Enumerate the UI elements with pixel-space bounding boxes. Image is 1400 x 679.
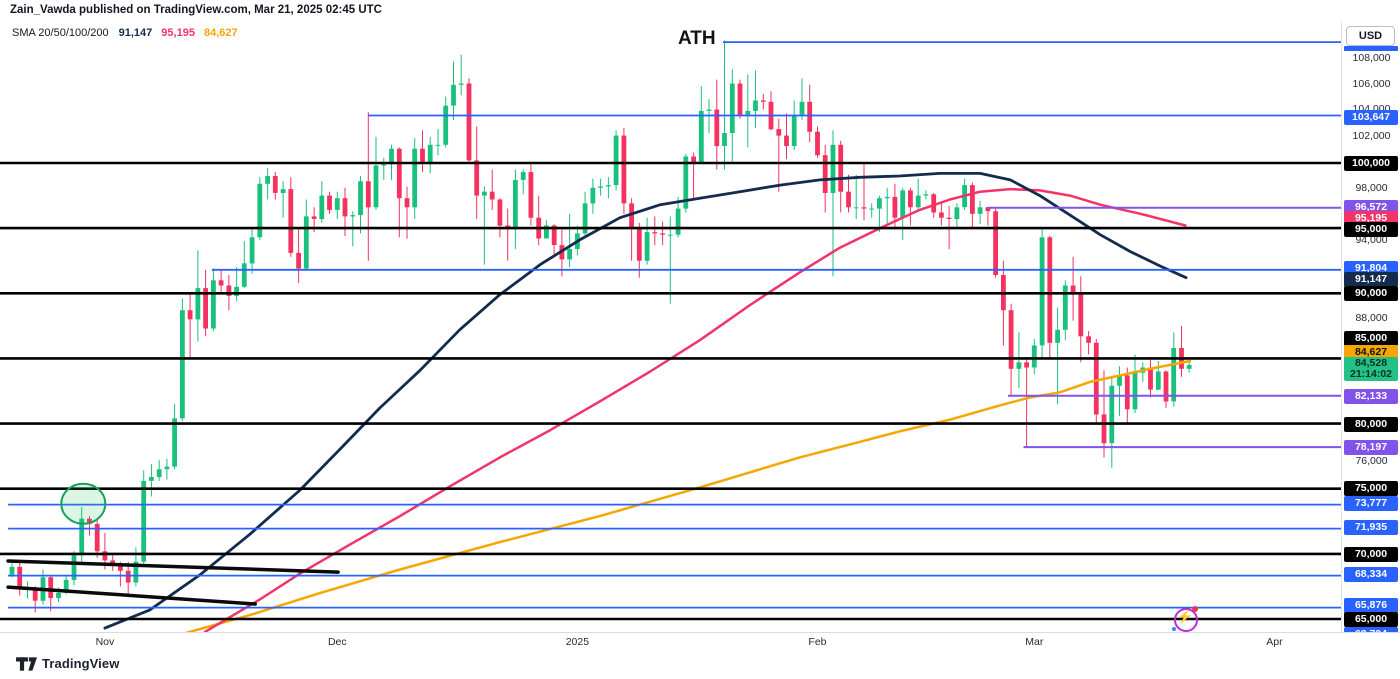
price-label-68334: 68,334: [1344, 566, 1398, 582]
price-tick: 76,000: [1355, 455, 1388, 467]
price-label-65876: 65,876: [1344, 597, 1398, 613]
price-label-71935: 71,935: [1344, 519, 1398, 535]
price-label-70000: 70,000: [1344, 546, 1398, 562]
price-label-95000: 95,000: [1344, 221, 1398, 237]
sma-crimson: [203, 187, 1187, 632]
trendlines[interactable]: [6, 559, 340, 606]
sma-orange: [184, 359, 1192, 632]
flash-red-dot: [1192, 606, 1198, 612]
lightning-bolt-icon: ⚡: [1176, 609, 1194, 624]
price-tick: 88,000: [1355, 312, 1388, 324]
sma-lines: [103, 172, 1192, 632]
sma-navy: [103, 172, 1188, 630]
clipped-ath-price-chip: [1344, 46, 1398, 51]
time-axis-label-apr: Apr: [1266, 636, 1283, 648]
horizontal-rays[interactable]: [8, 41, 1341, 609]
tradingview-logo[interactable]: TradingView: [16, 656, 119, 671]
time-axis[interactable]: Nov Dec 2025 Feb Mar Apr: [0, 632, 1400, 651]
time-axis-label-mar: Mar: [1025, 636, 1044, 648]
price-label-80000: 80,000: [1344, 416, 1398, 432]
flash-ring: [1174, 608, 1198, 632]
price-tick: 94,000: [1355, 234, 1388, 246]
chart-canvas[interactable]: [0, 22, 1341, 632]
price-label-78197: 78,197: [1344, 439, 1398, 455]
currency-toggle-button[interactable]: USD: [1346, 26, 1395, 46]
price-tick: 102,000: [1352, 130, 1391, 142]
time-axis-label-feb: Feb: [808, 636, 827, 648]
price-label-85000: 85,000: [1344, 330, 1398, 346]
price-tick: 106,000: [1352, 78, 1391, 90]
sma-value-crimson: 95,195: [161, 27, 195, 39]
price-label-65000: 65,000: [1344, 611, 1398, 627]
tradingview-wordmark: TradingView: [42, 656, 120, 671]
price-label-63794: 63,794: [1344, 626, 1398, 632]
price-label-84627: 84,627: [1344, 344, 1398, 360]
ath-annotation-label: ATH: [678, 28, 716, 49]
indicator-legend[interactable]: SMA 20/50/100/200 91,147 95,195 84,627: [12, 27, 247, 39]
time-axis-label-dec: Dec: [327, 636, 347, 648]
price-label-103647: 103,647: [1344, 109, 1398, 125]
candles: [9, 40, 1192, 613]
sma-value-navy: 91,147: [118, 27, 153, 39]
sma-legend-title: SMA 20/50/100/200: [12, 27, 109, 39]
time-axis-label-nov: Nov: [95, 636, 115, 648]
price-label-75000: 75,000: [1344, 480, 1398, 496]
price-label-90000: 90,000: [1344, 285, 1398, 301]
entry-highlight-ellipse[interactable]: [60, 482, 107, 525]
tradingview-logo-mark: [16, 656, 37, 671]
sma-value-orange: 84,627: [203, 27, 238, 39]
time-axis-label-2025: 2025: [565, 636, 590, 648]
flash-blue-dot: [1172, 627, 1176, 631]
chart-region[interactable]: SMA 20/50/100/200 91,147 95,195 84,627 ATH …: [0, 22, 1400, 651]
price-label-91147: 91,147: [1344, 271, 1398, 287]
published-by-line: Zain_Vawda published on TradingView.com,…: [10, 4, 382, 16]
boost-flash-icon[interactable]: ⚡: [1172, 606, 1198, 632]
price-label-82133: 82,133: [1344, 388, 1398, 404]
price-label-73777: 73,777: [1344, 495, 1398, 511]
price-label-100000: 100,000: [1344, 155, 1398, 171]
footer-bar: TradingView: [0, 650, 1400, 679]
price-tick: 98,000: [1355, 182, 1388, 194]
level-lines[interactable]: [0, 161, 1341, 621]
price-axis[interactable]: 108,000106,000104,000102,00098,00094,000…: [1341, 22, 1400, 632]
price-tick: 108,000: [1352, 52, 1391, 64]
price-label-84528: 84,528 21:14:02: [1344, 356, 1398, 381]
